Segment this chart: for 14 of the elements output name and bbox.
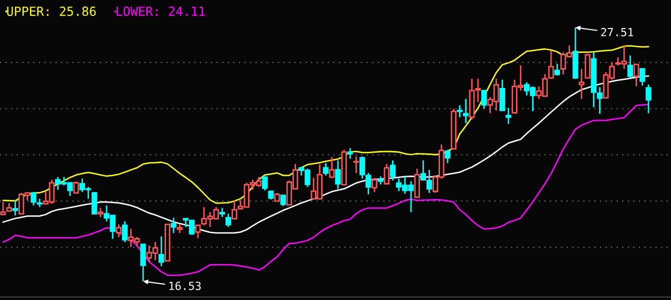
legend-label: LOWER: 24.11 [116,6,205,16]
candlestick [347,147,353,160]
candlestick [456,104,463,118]
candlestick [462,98,469,124]
candlestick [578,68,584,100]
annotation: 27.51 [601,28,634,36]
candlestick [506,107,512,125]
annotation: 16.53 [169,282,201,290]
candlestick [158,236,164,267]
candlestick [335,160,341,190]
candlestick [353,156,360,174]
candlestick [390,160,396,182]
legend-label: UPPER: 25.86 [7,6,96,16]
candlestick [12,200,18,216]
